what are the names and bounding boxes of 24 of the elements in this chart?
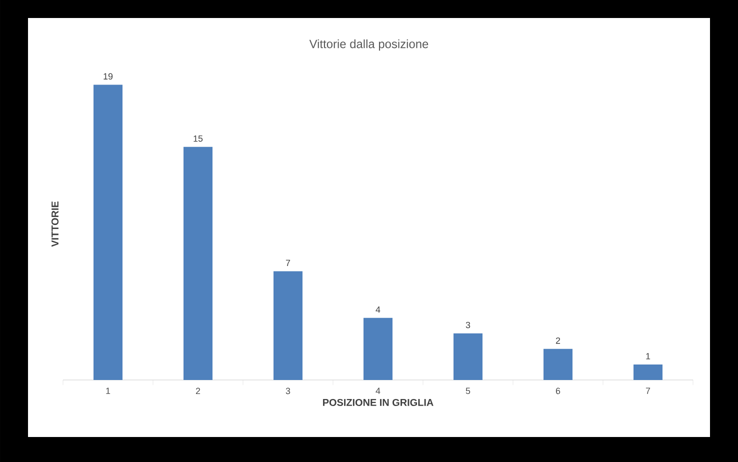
data-label: 2 bbox=[556, 337, 560, 344]
data-label: 15 bbox=[194, 135, 203, 142]
x-tick-label: 6 bbox=[556, 388, 560, 394]
data-label: 4 bbox=[376, 306, 380, 313]
bar bbox=[94, 84, 123, 380]
bar bbox=[364, 318, 393, 380]
data-label: 7 bbox=[286, 260, 290, 266]
data-label: 1 bbox=[646, 353, 650, 360]
chart-title: Vittorie dalla posizione bbox=[309, 39, 428, 51]
bar bbox=[274, 271, 303, 380]
data-label: 19 bbox=[104, 73, 113, 80]
x-tick-label: 3 bbox=[286, 388, 290, 394]
bar bbox=[634, 364, 663, 380]
bar bbox=[454, 333, 483, 380]
x-tick-label: 2 bbox=[196, 388, 200, 394]
y-axis-title: VITTORIE bbox=[51, 201, 59, 247]
x-axis-title: POSIZIONE IN GRIGLIA bbox=[323, 398, 434, 406]
data-label: 3 bbox=[466, 322, 470, 328]
x-tick-label: 7 bbox=[646, 388, 650, 394]
x-tick-label: 4 bbox=[376, 388, 380, 394]
x-tick-label: 5 bbox=[466, 388, 470, 394]
x-tick-label: 1 bbox=[106, 388, 110, 394]
bar bbox=[184, 146, 213, 380]
bar bbox=[544, 348, 573, 380]
